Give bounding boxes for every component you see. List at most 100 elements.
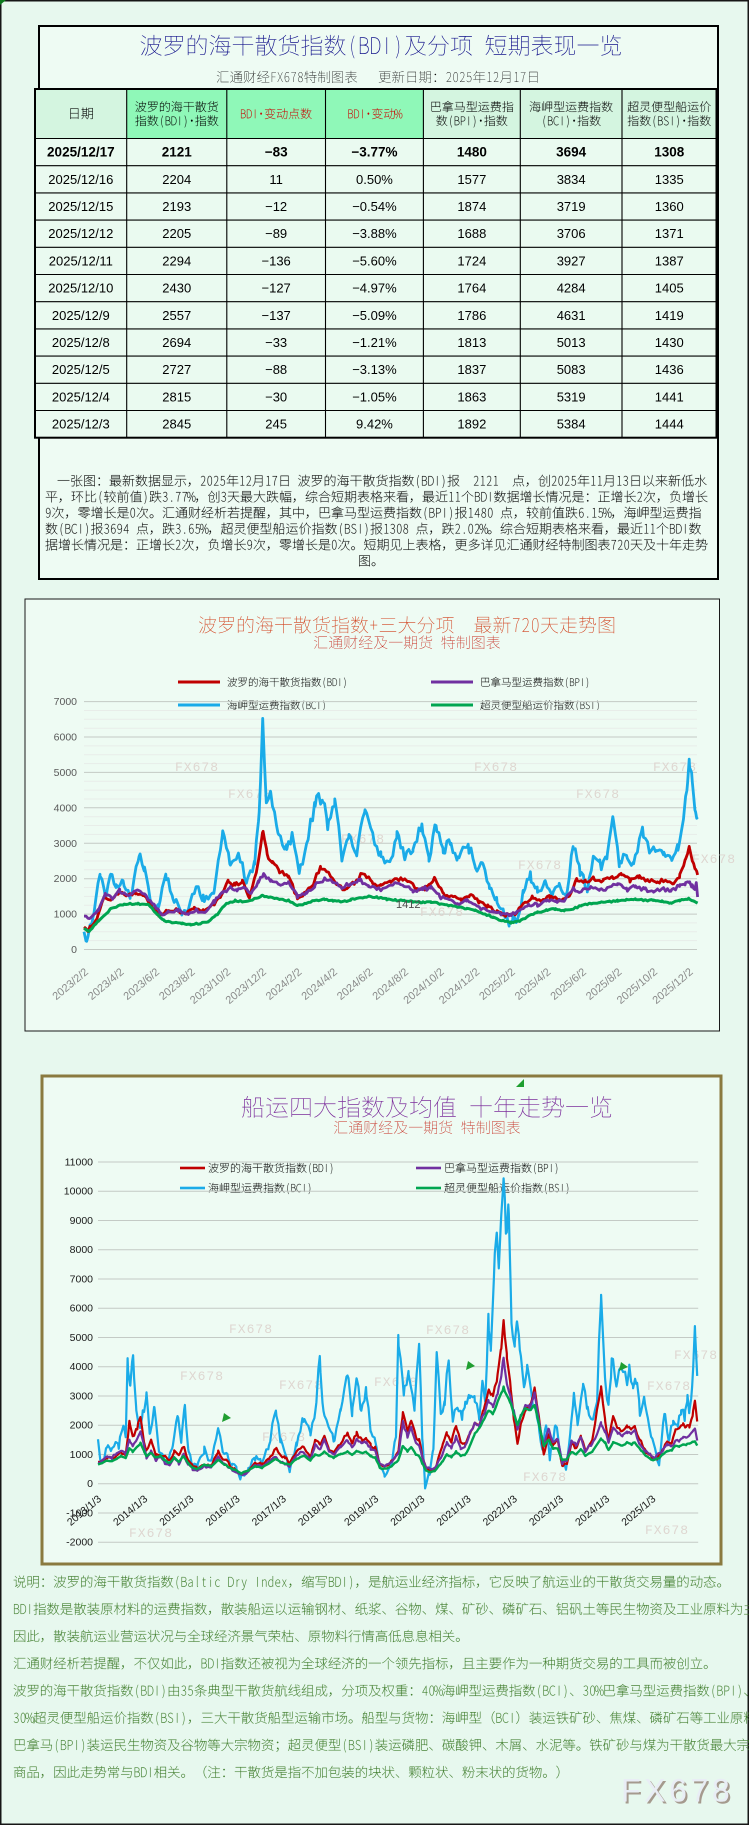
svg-text:1371: 1371 — [655, 226, 684, 241]
svg-text:1688: 1688 — [457, 226, 486, 241]
svg-text:9000: 9000 — [70, 1215, 94, 1227]
svg-text:1724: 1724 — [457, 253, 486, 268]
svg-text:1863: 1863 — [457, 389, 486, 404]
svg-text:1412: 1412 — [396, 899, 420, 911]
svg-text:1387: 1387 — [655, 253, 684, 268]
svg-text:5384: 5384 — [557, 417, 586, 432]
svg-text:4000: 4000 — [54, 802, 78, 814]
svg-text:FX678: FX678 — [129, 1526, 173, 1541]
svg-text:1335: 1335 — [655, 172, 684, 187]
svg-text:2025/12/12: 2025/12/12 — [48, 226, 113, 241]
svg-text:2845: 2845 — [162, 417, 191, 432]
svg-text:FX678: FX678 — [621, 1773, 733, 1809]
svg-text:2025/12/15: 2025/12/15 — [48, 199, 113, 214]
svg-text:2025/12/3: 2025/12/3 — [52, 417, 110, 432]
svg-text:FX678: FX678 — [175, 760, 219, 775]
svg-text:1874: 1874 — [457, 199, 486, 214]
svg-text:4631: 4631 — [557, 308, 586, 323]
svg-text:2025/12/5: 2025/12/5 — [52, 362, 110, 377]
svg-text:1444: 1444 — [655, 417, 684, 432]
svg-text:0: 0 — [87, 1478, 93, 1490]
svg-text:5013: 5013 — [557, 335, 586, 350]
svg-text:5083: 5083 — [557, 362, 586, 377]
svg-text:FX678: FX678 — [474, 760, 518, 775]
svg-text:FX678: FX678 — [523, 1470, 567, 1485]
svg-text:3927: 3927 — [557, 253, 586, 268]
svg-text:1480: 1480 — [457, 145, 487, 160]
svg-text:−0.54%: −0.54% — [352, 199, 397, 214]
svg-text:1308: 1308 — [654, 145, 685, 160]
svg-text:2025/12/9: 2025/12/9 — [52, 308, 110, 323]
svg-text:7000: 7000 — [70, 1274, 94, 1286]
svg-text:1837: 1837 — [457, 362, 486, 377]
svg-text:7000: 7000 — [54, 696, 78, 708]
svg-text:1436: 1436 — [655, 362, 684, 377]
svg-text:-1000: -1000 — [66, 1508, 93, 1520]
svg-text:FX678: FX678 — [279, 1378, 323, 1393]
svg-text:5000: 5000 — [54, 767, 78, 779]
svg-text:11000: 11000 — [65, 1157, 94, 1169]
svg-text:−89: −89 — [265, 226, 287, 241]
svg-text:2204: 2204 — [162, 172, 191, 187]
svg-text:1360: 1360 — [655, 199, 684, 214]
svg-text:−5.60%: −5.60% — [352, 253, 397, 268]
svg-text:FX678: FX678 — [645, 1523, 689, 1538]
svg-text:FX678: FX678 — [180, 1369, 224, 1384]
svg-text:−33: −33 — [265, 335, 287, 350]
svg-text:FX678: FX678 — [518, 858, 562, 873]
svg-text:4000: 4000 — [70, 1361, 94, 1373]
svg-text:-2000: -2000 — [66, 1537, 93, 1549]
svg-text:5000: 5000 — [70, 1332, 94, 1344]
svg-text:1892: 1892 — [457, 417, 486, 432]
svg-text:FX678: FX678 — [420, 905, 464, 920]
svg-text:FX678: FX678 — [653, 760, 697, 775]
svg-text:6000: 6000 — [54, 732, 78, 744]
svg-text:2205: 2205 — [162, 226, 191, 241]
svg-text:11: 11 — [269, 172, 283, 187]
svg-text:3694: 3694 — [556, 145, 587, 160]
svg-text:−136: −136 — [262, 253, 291, 268]
svg-text:6000: 6000 — [70, 1303, 94, 1315]
svg-text:−88: −88 — [265, 362, 287, 377]
svg-text:2557: 2557 — [162, 308, 191, 323]
svg-text:−1.21%: −1.21% — [352, 335, 397, 350]
svg-text:−3.13%: −3.13% — [352, 362, 397, 377]
svg-text:9.42%: 9.42% — [356, 417, 393, 432]
svg-text:−5.09%: −5.09% — [352, 308, 397, 323]
svg-text:245: 245 — [265, 417, 287, 432]
svg-text:0.50%: 0.50% — [356, 172, 393, 187]
svg-text:FX678: FX678 — [229, 1322, 273, 1337]
svg-text:2025/12/16: 2025/12/16 — [48, 172, 113, 187]
svg-text:FX678: FX678 — [262, 1430, 306, 1445]
svg-text:2025/12/17: 2025/12/17 — [47, 145, 115, 160]
svg-text:−127: −127 — [262, 281, 291, 296]
svg-text:2025/12/4: 2025/12/4 — [52, 389, 110, 404]
svg-text:3834: 3834 — [557, 172, 586, 187]
svg-text:FX678: FX678 — [623, 1775, 735, 1811]
svg-text:2193: 2193 — [162, 199, 191, 214]
svg-text:2000: 2000 — [54, 873, 78, 885]
svg-text:−4.97%: −4.97% — [352, 281, 397, 296]
svg-text:FX678: FX678 — [692, 852, 736, 867]
svg-text:2025/12/8: 2025/12/8 — [52, 335, 110, 350]
svg-text:1764: 1764 — [457, 281, 486, 296]
svg-text:2727: 2727 — [162, 362, 191, 377]
svg-text:0: 0 — [71, 944, 77, 956]
svg-text:3719: 3719 — [557, 199, 586, 214]
svg-text:2815: 2815 — [162, 389, 191, 404]
svg-text:1405: 1405 — [655, 281, 684, 296]
svg-text:−12: −12 — [265, 199, 287, 214]
svg-text:4284: 4284 — [557, 281, 586, 296]
svg-text:10000: 10000 — [64, 1186, 93, 1198]
svg-text:1419: 1419 — [655, 308, 684, 323]
svg-text:1430: 1430 — [655, 335, 684, 350]
svg-text:−3.77%: −3.77% — [351, 145, 397, 160]
svg-text:1786: 1786 — [457, 308, 486, 323]
svg-text:−30: −30 — [265, 389, 287, 404]
svg-text:5319: 5319 — [557, 389, 586, 404]
svg-text:2294: 2294 — [162, 253, 191, 268]
svg-text:−3.88%: −3.88% — [352, 226, 397, 241]
svg-text:−1.05%: −1.05% — [352, 389, 397, 404]
svg-text:3000: 3000 — [70, 1391, 94, 1403]
svg-text:1000: 1000 — [54, 909, 78, 921]
